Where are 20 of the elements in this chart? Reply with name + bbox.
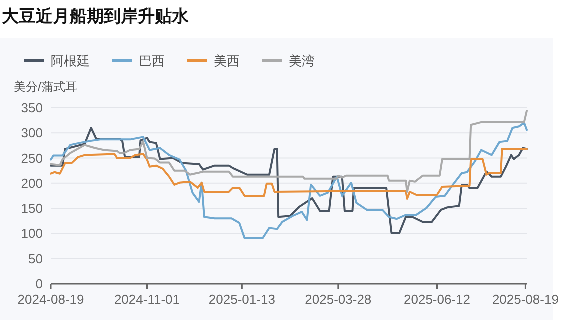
legend-label: 美湾 [289, 54, 315, 68]
x-tick-label: 2025-08-19 [492, 292, 559, 307]
y-tick-label: 200 [21, 176, 43, 191]
y-axis-title: 美分/蒲式耳 [14, 80, 78, 94]
y-tick-label: 300 [21, 126, 43, 141]
y-tick-label: 50 [28, 251, 43, 266]
x-tick-label: 2024-08-19 [18, 292, 84, 307]
x-tick-label: 2025-01-13 [208, 292, 276, 307]
legend-label: 巴西 [139, 54, 165, 68]
x-tick-label: 2024-11-01 [114, 292, 180, 307]
legend-label: 美西 [214, 54, 240, 68]
x-tick-label: 2025-06-12 [404, 292, 471, 307]
legend-label: 阿根廷 [51, 54, 90, 68]
y-tick-label: 250 [21, 150, 43, 166]
y-tick-label: 350 [21, 100, 43, 116]
y-tick-label: 100 [21, 226, 43, 242]
x-tick-label: 2025-03-28 [305, 292, 372, 307]
chart-title: 大豆近月船期到岸升贴水 [2, 7, 190, 26]
y-tick-label: 150 [21, 201, 43, 216]
y-tick-label: 0 [36, 276, 43, 292]
